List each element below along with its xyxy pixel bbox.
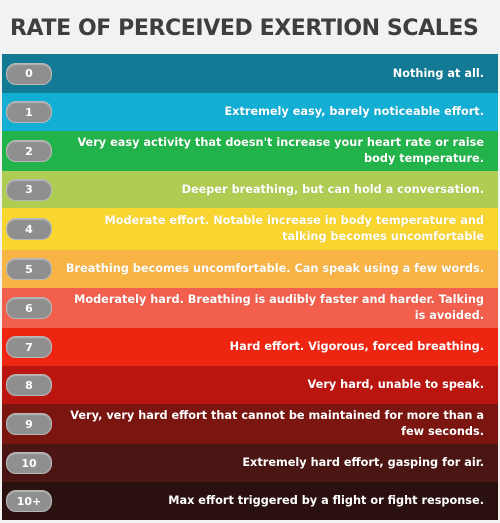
level-badge: 7 bbox=[6, 336, 52, 358]
level-description: Very, very hard effort that cannot be ma… bbox=[70, 409, 484, 438]
scale-row-8: 8 Very hard, unable to speak. bbox=[2, 366, 498, 404]
scale-row-6: 6 Moderately hard. Breathing is audibly … bbox=[2, 288, 498, 328]
scale-row-10: 10 Extremely hard effort, gasping for ai… bbox=[2, 444, 498, 482]
level-description: Deeper breathing, but can hold a convers… bbox=[181, 182, 484, 196]
level-badge: 4 bbox=[6, 218, 52, 240]
level-description: Very hard, unable to speak. bbox=[307, 378, 484, 391]
scale-list: 0 Nothing at all. 1 Extremely easy, bare… bbox=[0, 54, 500, 520]
level-badge: 6 bbox=[6, 297, 52, 319]
scale-row-2: 2 Very easy activity that doesn't increa… bbox=[2, 131, 498, 171]
level-description: Extremely hard effort, gasping for air. bbox=[242, 456, 484, 469]
level-description: Very easy activity that doesn't increase… bbox=[77, 136, 484, 165]
level-badge: 10+ bbox=[6, 490, 52, 512]
page-title: RATE OF PERCEIVED EXERTION SCALES bbox=[10, 15, 479, 41]
level-badge: 5 bbox=[6, 258, 52, 280]
level-badge: 3 bbox=[6, 178, 52, 201]
level-badge: 9 bbox=[6, 413, 52, 435]
level-description: Extremely easy, barely noticeable effort… bbox=[224, 105, 484, 118]
scale-row-3: 3 Deeper breathing, but can hold a conve… bbox=[2, 171, 498, 208]
level-description: Moderately hard. Breathing is audibly fa… bbox=[74, 293, 484, 322]
level-badge: 2 bbox=[6, 140, 52, 162]
level-badge: 8 bbox=[6, 374, 52, 396]
scale-row-7: 7 Hard effort. Vigorous, forced breathin… bbox=[2, 328, 498, 366]
level-description: Moderate effort. Notable increase in bod… bbox=[104, 214, 484, 243]
level-badge: 1 bbox=[6, 101, 52, 123]
scale-row-1: 1 Extremely easy, barely noticeable effo… bbox=[2, 93, 498, 131]
scale-row-0: 0 Nothing at all. bbox=[2, 54, 498, 93]
scale-row-10-plus: 10+ Max effort triggered by a flight or … bbox=[2, 482, 498, 520]
level-description: Max effort triggered by a flight or figh… bbox=[168, 494, 484, 507]
level-description: Breathing becomes uncomfortable. Can spe… bbox=[65, 262, 484, 275]
level-description: Nothing at all. bbox=[392, 66, 484, 80]
scale-row-5: 5 Breathing becomes uncomfortable. Can s… bbox=[2, 250, 498, 288]
level-badge: 10 bbox=[6, 452, 52, 474]
level-badge: 0 bbox=[6, 62, 52, 85]
level-description: Hard effort. Vigorous, forced breathing. bbox=[229, 340, 484, 353]
scale-row-4: 4 Moderate effort. Notable increase in b… bbox=[2, 208, 498, 250]
scale-row-9: 9 Very, very hard effort that cannot be … bbox=[2, 404, 498, 444]
